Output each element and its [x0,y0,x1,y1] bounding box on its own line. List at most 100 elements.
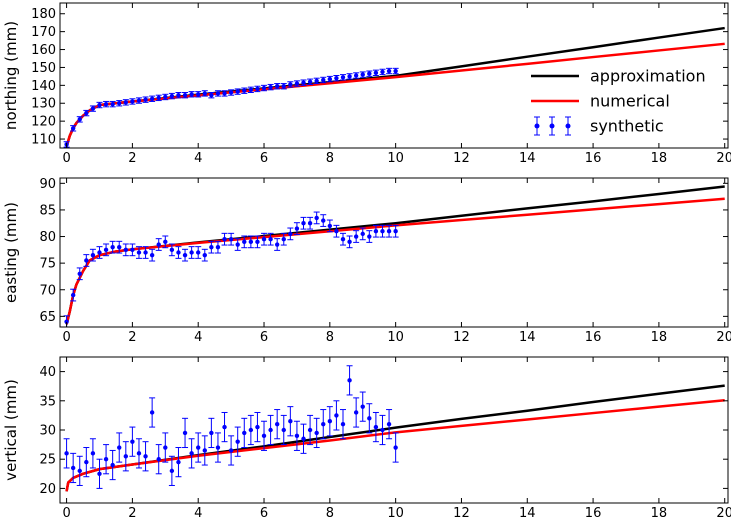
vertical-synthetic-point [103,457,109,462]
easting-ytick-label: 85 [39,203,56,218]
northing-synthetic-point [255,86,260,92]
vertical-synthetic-point [274,421,280,427]
vertical-synthetic-point [281,427,286,433]
northing-synthetic-point [202,91,207,96]
legend-label-synthetic: synthetic [590,117,664,136]
northing-ylabel: northing (mm) [2,21,20,130]
easting-synthetic-point [347,239,352,245]
easting-synthetic-point [255,239,260,245]
vertical-synthetic-point [189,451,194,456]
easting-synthetic-point [393,229,398,234]
vertical-xtick-label: 6 [260,506,268,521]
northing-synthetic-point [353,73,359,78]
northing-synthetic-point [123,100,129,105]
northing-synthetic-point [281,84,286,89]
vertical-ytick-label: 25 [39,453,56,468]
vertical-synthetic-point [301,436,306,441]
easting-xtick-label: 16 [585,330,602,345]
northing-synthetic-point [110,101,115,107]
easting-synthetic-point [176,250,181,255]
northing-synthetic-point [347,74,352,79]
vertical-synthetic-point [136,451,142,456]
easting-synthetic-point [103,247,109,253]
northing-synthetic-point [103,101,109,107]
easting-synthetic-point [136,250,142,255]
easting-synthetic-point [248,239,254,245]
vertical-synthetic-point [222,424,227,430]
vertical-synthetic-point [228,448,234,453]
northing-synthetic-point [143,97,148,102]
easting-xtick-label: 8 [326,330,334,345]
northing-synthetic-point [84,110,89,116]
easting-xtick-label: 6 [260,330,268,345]
vertical-synthetic-point [90,451,96,456]
northing-synthetic-point [70,126,76,131]
northing-synthetic-point [169,93,175,99]
vertical-plot-area [63,365,725,492]
northing-synthetic-point [294,81,300,86]
northing-synthetic-point [301,80,306,85]
easting-xtick-label: 4 [194,330,202,345]
northing-ytick-label: 150 [31,61,56,76]
easting-synthetic-point [77,271,82,276]
vertical-synthetic-point [261,433,267,439]
vertical-synthetic-point [130,439,135,444]
easting-ytick-label: 80 [39,230,56,245]
northing-synthetic-point [97,102,102,108]
easting-xtick-label: 0 [62,330,70,345]
vertical-synthetic-point [380,427,385,433]
vertical-synthetic-point [123,454,129,459]
easting-synthetic-point [321,218,326,223]
vertical-xtick-label: 20 [716,506,731,521]
easting-xtick-label: 12 [453,330,470,345]
vertical-synthetic-point [163,445,168,450]
easting-synthetic-point [70,292,76,298]
northing-synthetic-point [321,77,326,83]
easting-synthetic-point [196,250,201,255]
easting-synthetic-point [360,231,365,237]
vertical-synthetic-point [202,448,207,453]
vertical-xtick-label: 2 [128,506,136,521]
northing-synthetic-point [222,91,227,96]
easting-numerical-line [65,197,725,325]
vertical-synthetic-point [176,459,181,465]
vertical-synthetic-point [70,465,76,471]
vertical-synthetic-point [321,421,326,427]
vertical-ytick-label: 35 [39,394,56,409]
easting-axes-frame [59,177,729,328]
northing-synthetic-point [261,85,267,91]
vertical-synthetic-point [373,424,379,430]
easting-synthetic-point [222,236,227,242]
northing-ytick-label: 140 [31,79,56,94]
northing-synthetic-point [117,101,122,106]
northing-ytick-label: 160 [31,43,56,58]
vertical-synthetic-point [209,430,214,436]
easting-ytick-label: 75 [39,257,56,272]
vertical-synthetic-point [242,430,247,436]
northing-xtick-label: 8 [326,151,334,166]
northing-synthetic-point [314,78,319,84]
vertical-axes-frame [59,356,729,504]
vertical-synthetic-point [182,430,188,436]
easting-synthetic-point [143,250,148,255]
vertical-synthetic-point [235,439,240,444]
northing-synthetic-point [393,68,398,74]
northing-synthetic-point [235,89,240,94]
northing-ytick-label: 120 [31,115,56,130]
vertical-ytick-label: 40 [39,365,56,380]
vertical-synthetic-point [294,433,300,439]
northing-xtick-label: 2 [128,151,136,166]
easting-synthetic-point [261,236,267,242]
easting-synthetic-point [235,242,240,247]
vertical-synthetic-point [156,457,161,462]
easting-ytick-label: 65 [39,310,56,325]
easting-plot-area [63,185,725,327]
northing-ytick-label: 130 [31,97,56,112]
northing-synthetic-point [288,82,293,87]
easting-synthetic-point [90,252,96,258]
legend: approximation numerical synthetic [531,67,706,136]
northing-synthetic-point [228,90,234,95]
easting-synthetic-point [97,250,102,255]
easting-synthetic-point [209,244,214,250]
